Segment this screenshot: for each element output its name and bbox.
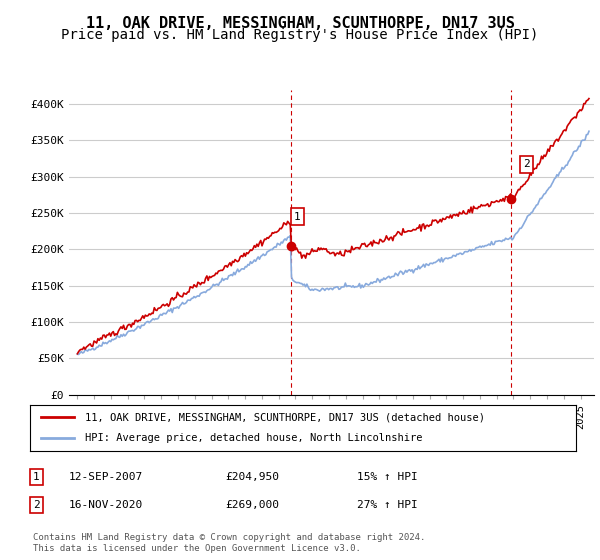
Text: £204,950: £204,950 xyxy=(225,472,279,482)
Text: 2: 2 xyxy=(33,500,40,510)
Text: 2: 2 xyxy=(523,160,530,170)
Text: 11, OAK DRIVE, MESSINGHAM, SCUNTHORPE, DN17 3US (detached house): 11, OAK DRIVE, MESSINGHAM, SCUNTHORPE, D… xyxy=(85,412,485,422)
Text: Contains HM Land Registry data © Crown copyright and database right 2024.
This d: Contains HM Land Registry data © Crown c… xyxy=(33,533,425,553)
Text: 16-NOV-2020: 16-NOV-2020 xyxy=(69,500,143,510)
Text: 1: 1 xyxy=(294,212,301,222)
Text: 11, OAK DRIVE, MESSINGHAM, SCUNTHORPE, DN17 3US: 11, OAK DRIVE, MESSINGHAM, SCUNTHORPE, D… xyxy=(86,16,514,31)
Text: Price paid vs. HM Land Registry's House Price Index (HPI): Price paid vs. HM Land Registry's House … xyxy=(61,28,539,42)
Text: 27% ↑ HPI: 27% ↑ HPI xyxy=(357,500,418,510)
Text: 1: 1 xyxy=(33,472,40,482)
Text: 12-SEP-2007: 12-SEP-2007 xyxy=(69,472,143,482)
Text: £269,000: £269,000 xyxy=(225,500,279,510)
Text: 15% ↑ HPI: 15% ↑ HPI xyxy=(357,472,418,482)
Text: HPI: Average price, detached house, North Lincolnshire: HPI: Average price, detached house, Nort… xyxy=(85,433,422,444)
